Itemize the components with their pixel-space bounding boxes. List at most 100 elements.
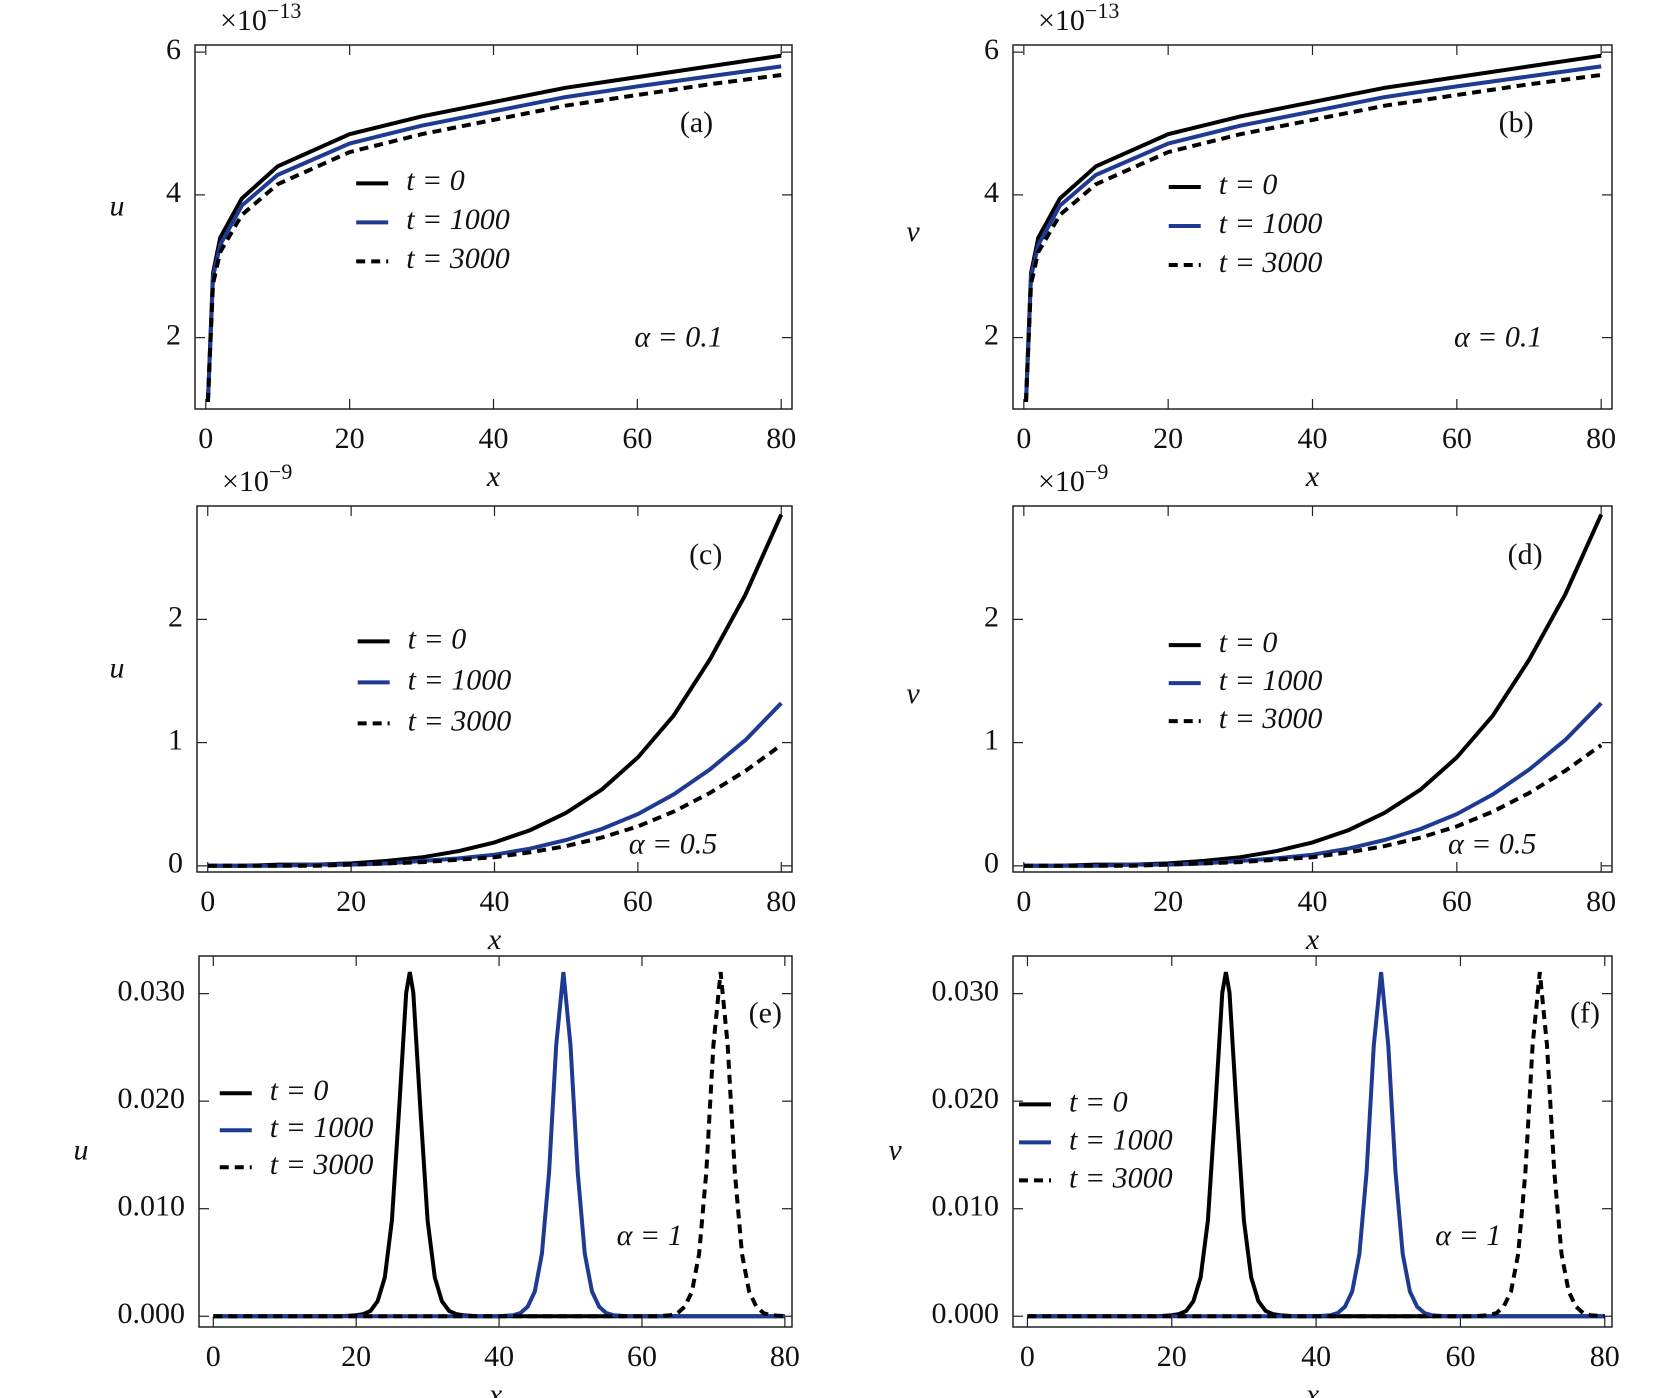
panel-label: (d) [1508, 538, 1543, 571]
x-tick-label: 60 [623, 885, 653, 918]
x-tick-label: 0 [1020, 1340, 1035, 1373]
x-tick-label: 0 [206, 1340, 221, 1373]
y-tick-label: 6 [166, 33, 181, 66]
axis-multiplier: ×10−9 [1038, 459, 1108, 498]
x-tick-label: 60 [1442, 422, 1472, 455]
y-axis-label: u [110, 190, 125, 223]
panel-label: (b) [1499, 106, 1534, 139]
legend-label: t = 3000 [406, 242, 510, 275]
panel-label: (f) [1570, 996, 1600, 1029]
x-tick-label: 40 [484, 1340, 514, 1373]
y-tick-label: 2 [984, 600, 999, 633]
x-tick-label: 40 [1298, 885, 1328, 918]
y-axis-label: v [906, 215, 920, 248]
annotation: α = 1 [1435, 1219, 1501, 1252]
series-line [207, 743, 783, 868]
y-tick-label: 0.020 [932, 1082, 1000, 1115]
panel: 0 20 40 60 80 0 1 2 x u ×10−9 (c) α = 0.5 t = 0 t = 10… [110, 459, 797, 956]
y-tick-label: 0 [984, 847, 999, 880]
x-axis-label: x [488, 1378, 503, 1398]
series-line [1027, 971, 1605, 1319]
y-tick-label: 0.030 [932, 975, 1000, 1008]
y-tick-label: 4 [984, 176, 999, 209]
legend-label: t = 1000 [1069, 1123, 1173, 1156]
y-tick-label: 2 [168, 600, 183, 633]
legend-label: t = 1000 [1219, 207, 1323, 240]
axis-multiplier: ×10−13 [220, 0, 301, 37]
y-tick-label: 0.010 [932, 1190, 1000, 1223]
multiplier-exponent: −9 [269, 459, 292, 484]
y-tick-label: 0 [168, 847, 183, 880]
x-tick-label: 0 [200, 885, 215, 918]
x-tick-label: 20 [1153, 885, 1183, 918]
x-tick-label: 20 [335, 422, 365, 455]
x-tick-label: 20 [336, 885, 366, 918]
x-tick-label: 0 [1016, 885, 1031, 918]
y-tick-label: 0.000 [118, 1297, 186, 1330]
legend-label: t = 3000 [1219, 246, 1323, 279]
y-tick-label: 0.030 [118, 975, 186, 1008]
legend-label: t = 1000 [270, 1111, 374, 1144]
legend-label: t = 0 [1219, 626, 1278, 659]
annotation: α = 0.1 [634, 321, 723, 354]
annotation: α = 0.5 [1448, 827, 1537, 860]
panel: 0 20 40 60 80 0.000 0.010 0.020 0.030 x v (f) α = 1 t… [888, 955, 1620, 1398]
x-axis-label: x [1305, 923, 1320, 956]
series-line [1023, 743, 1603, 868]
legend-label: t = 0 [270, 1074, 329, 1107]
axis-multiplier: ×10−9 [222, 459, 292, 498]
legend-label: t = 0 [1069, 1085, 1128, 1118]
annotation: α = 0.1 [1454, 321, 1543, 354]
legend-label: t = 3000 [270, 1148, 374, 1181]
multiplier-base: ×10 [1038, 4, 1085, 37]
panel: 0 20 40 60 80 2 4 6 x v ×10−13 (b) α = 0.1 t = 0 t = 1… [906, 0, 1616, 493]
x-tick-label: 0 [1016, 422, 1031, 455]
legend-label: t = 3000 [1069, 1161, 1173, 1194]
x-tick-label: 20 [1157, 1340, 1187, 1373]
annotation: α = 0.5 [629, 827, 718, 860]
y-axis-label: v [888, 1134, 902, 1167]
x-tick-label: 80 [1586, 885, 1616, 918]
legend-label: t = 0 [1219, 168, 1278, 201]
y-tick-label: 2 [984, 319, 999, 352]
x-tick-label: 60 [622, 422, 652, 455]
legend-label: t = 3000 [1219, 702, 1323, 735]
y-axis-label: u [74, 1134, 89, 1167]
x-tick-label: 20 [1153, 422, 1183, 455]
y-axis-label: u [110, 652, 125, 685]
annotation: α = 1 [617, 1219, 683, 1252]
multiplier-exponent: −9 [1085, 459, 1108, 484]
multiplier-base: ×10 [222, 465, 269, 498]
legend-label: t = 0 [408, 622, 467, 655]
multiplier-exponent: −13 [267, 0, 301, 23]
y-tick-label: 0.000 [932, 1297, 1000, 1330]
x-tick-label: 60 [627, 1340, 657, 1373]
legend-label: t = 1000 [1219, 664, 1323, 697]
panel-label: (e) [749, 996, 782, 1029]
x-tick-label: 40 [479, 422, 509, 455]
x-axis-label: x [1305, 1378, 1320, 1398]
y-tick-label: 4 [166, 176, 181, 209]
panel: 0 20 40 60 80 0 1 2 x v ×10−9 (d) α = 0.5 t = 0 t = 10… [906, 459, 1616, 956]
panel: 0 20 40 60 80 0.000 0.010 0.020 0.030 x u (e) α = 1 t… [74, 955, 800, 1398]
plot-frame [1012, 955, 1613, 1328]
legend-label: t = 1000 [406, 203, 510, 236]
series-line [213, 971, 786, 1319]
x-tick-label: 40 [480, 885, 510, 918]
x-tick-label: 60 [1442, 885, 1472, 918]
y-tick-label: 0.010 [118, 1190, 186, 1223]
legend-label: t = 0 [406, 164, 465, 197]
x-axis-label: x [487, 923, 502, 956]
panel-label: (c) [689, 538, 722, 571]
x-tick-label: 40 [1301, 1340, 1331, 1373]
x-tick-label: 80 [766, 885, 796, 918]
panel: 0 20 40 60 80 2 4 6 x u ×10−13 (a) α = 0.1 t = 0 t = 1… [110, 0, 797, 493]
y-tick-label: 2 [166, 319, 181, 352]
x-axis-label: x [486, 460, 501, 493]
x-tick-label: 0 [198, 422, 213, 455]
x-tick-label: 80 [770, 1340, 800, 1373]
multiplier-base: ×10 [1038, 465, 1085, 498]
y-tick-label: 0.020 [118, 1082, 186, 1115]
y-axis-label: v [906, 677, 920, 710]
x-tick-label: 80 [1586, 422, 1616, 455]
